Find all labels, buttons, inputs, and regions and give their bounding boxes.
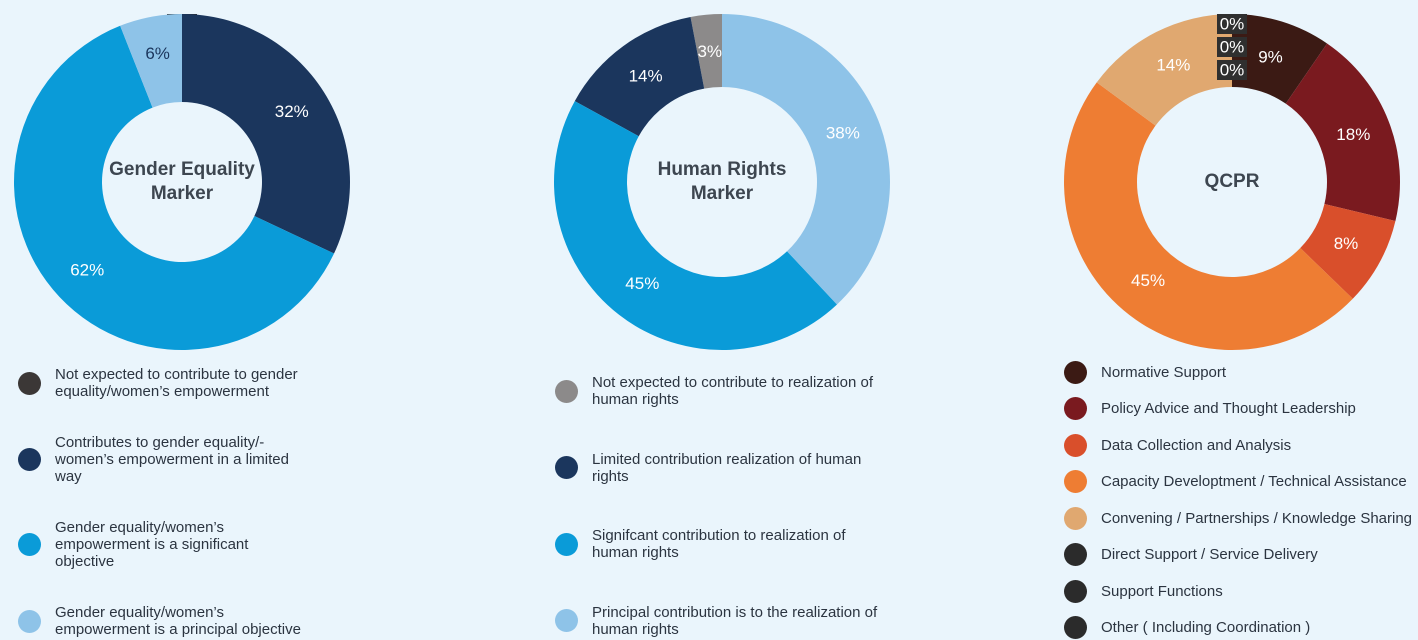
legend-swatch	[1064, 397, 1087, 421]
legend: Not expected to contribute to realizatio…	[555, 374, 885, 638]
value-label: 18%	[1336, 125, 1370, 144]
legend-label: Policy Advice and Thought Leadership	[1101, 400, 1356, 418]
value-label: 6%	[145, 44, 170, 63]
legend-label: Gender equality/women’s empowerment is a…	[55, 519, 249, 570]
donut-segment	[553, 101, 838, 351]
donut-segment	[1096, 14, 1232, 126]
legend: Normative Support Policy Advice and Thoug…	[1064, 361, 1418, 639]
value-label: 14%	[629, 66, 663, 85]
legend-label: Gender equality/women’s empowerment is a…	[55, 604, 301, 638]
legend-item: Policy Advice and Thought Leadership	[1064, 397, 1418, 421]
donut-segment	[1300, 204, 1396, 299]
legend-swatch	[555, 379, 578, 403]
legend-item: Convening / Partnerships / Knowledge Sha…	[1064, 506, 1418, 530]
legend-item: Data Collection and Analysis	[1064, 433, 1418, 457]
legend-item: Principal contribution is to the realiza…	[555, 604, 885, 638]
legend-swatch	[18, 533, 41, 556]
donut-segment	[690, 14, 722, 89]
legend-item: Support Functions	[1064, 579, 1418, 603]
legend-swatch	[18, 371, 41, 395]
legend-label: Other ( Including Coordination )	[1101, 618, 1311, 636]
donut-segment	[120, 14, 182, 108]
legend-label: Support Functions	[1101, 582, 1223, 600]
legend-swatch	[1064, 615, 1087, 639]
legend-item: Capacity Developtment / Technical Assist…	[1064, 470, 1418, 494]
legend-swatch	[555, 609, 578, 633]
legend-label: Not expected to contribute to gender equ…	[55, 366, 298, 400]
legend-item: Gender equality/women’s empowerment is a…	[18, 604, 308, 638]
legend-swatch	[18, 609, 41, 633]
value-label: 32%	[275, 102, 309, 121]
value-label: 0%	[1220, 14, 1245, 33]
value-label: 8%	[1334, 234, 1359, 253]
legend-label: Convening / Partnerships / Knowledge Sha…	[1101, 509, 1413, 527]
value-label: 62%	[70, 260, 104, 279]
value-label: 9%	[1258, 47, 1283, 66]
legend-swatch	[18, 448, 41, 471]
legend-item: Limited contribution realization of huma…	[555, 451, 885, 485]
legend-item: Not expected to contribute to realizatio…	[555, 374, 885, 408]
legend-swatch	[555, 456, 578, 480]
legend-swatch	[1064, 506, 1087, 530]
legend-swatch	[1064, 470, 1087, 494]
legend-label: Not expected to contribute to realizatio…	[592, 374, 874, 408]
value-label: 14%	[1156, 55, 1190, 74]
value-label: 45%	[1131, 271, 1165, 290]
legend-item: Gender equality/women’s empowerment is a…	[18, 519, 308, 570]
zero-label-box	[1217, 60, 1247, 80]
legend-label: Principal contribution is to the realiza…	[592, 603, 878, 638]
donut-segment	[13, 25, 335, 351]
center-title: QCPR	[1204, 171, 1260, 192]
legend-item: Contributes to gender equality/-women’s …	[18, 434, 308, 485]
legend-swatch	[555, 532, 578, 556]
legend-label: Normative Support	[1101, 364, 1227, 381]
donut-segment	[722, 14, 890, 305]
value-label: 0%	[1220, 37, 1245, 56]
legend-swatch	[1064, 579, 1087, 603]
zero-label-box	[1217, 14, 1247, 34]
legend-label: Direct Support / Service Delivery	[1101, 546, 1318, 564]
legend: Not expected to contribute to gender equ…	[18, 366, 308, 638]
legend-swatch	[1064, 433, 1087, 457]
legend-label: Limited contribution realization of huma…	[592, 450, 862, 485]
legend-swatch	[1064, 543, 1087, 567]
value-label: 38%	[826, 124, 860, 143]
legend-label: Contributes to gender equality/-women’s …	[55, 434, 289, 485]
value-label: 0%	[1220, 60, 1245, 79]
legend-item: Signifcant contribution to realization o…	[555, 527, 885, 561]
donut-segment	[1232, 14, 1328, 104]
value-label: 45%	[625, 274, 659, 293]
donut-segment	[574, 16, 705, 137]
legend-swatch	[1064, 361, 1087, 384]
legend-item: Direct Support / Service Delivery	[1064, 543, 1418, 567]
legend-item: Other ( Including Coordination )	[1064, 615, 1418, 639]
legend-label: Data Collection and Analysis	[1101, 436, 1292, 454]
donut-segment	[1285, 43, 1400, 221]
legend-item: Not expected to contribute to gender equ…	[18, 366, 308, 400]
center-title: Human Rights Marker	[657, 159, 787, 204]
center-title: Gender Equality Marker	[109, 159, 255, 204]
donut-segment	[182, 14, 350, 254]
legend-label: Signifcant contribution to realization o…	[592, 527, 846, 562]
zero-label-box	[1217, 37, 1247, 57]
legend-label: Capacity Developtment / Technical Assist…	[1101, 473, 1407, 491]
donut-segment	[1064, 82, 1353, 350]
value-label: 3%	[697, 42, 722, 61]
legend-item: Normative Support	[1064, 361, 1418, 384]
